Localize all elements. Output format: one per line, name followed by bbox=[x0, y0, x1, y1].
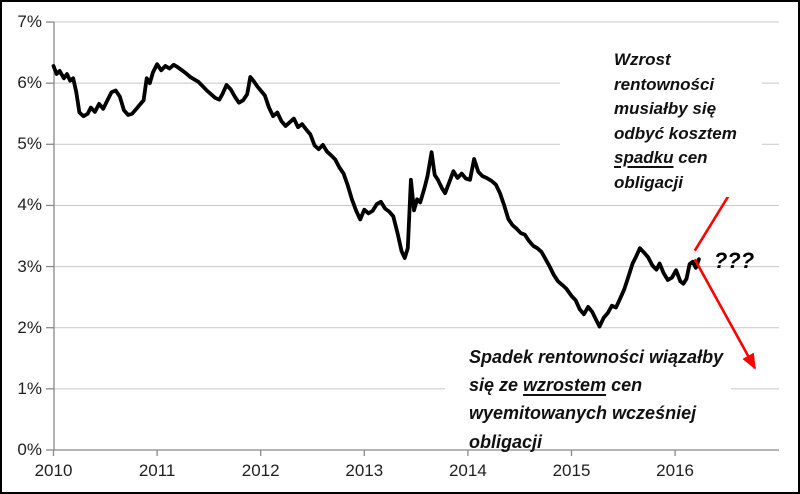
annotation-line: obligacji bbox=[614, 172, 683, 192]
x-axis-tick-label: 2010 bbox=[34, 461, 73, 480]
annotation-line: obligacji bbox=[469, 431, 543, 452]
annotation-line: wyemitowanych wcześniej bbox=[469, 403, 697, 424]
y-axis-tick-label: 7% bbox=[17, 12, 42, 32]
x-axis-tick-label: 2015 bbox=[552, 461, 591, 480]
y-axis-tick-label: 0% bbox=[17, 440, 42, 459]
y-axis-tick-label: 3% bbox=[17, 256, 42, 276]
x-axis-tick-label: 2013 bbox=[345, 461, 384, 480]
y-axis-tick-label: 2% bbox=[17, 317, 42, 337]
annotation-line-rest: cen bbox=[606, 375, 643, 396]
x-axis-tick-label: 2012 bbox=[241, 461, 280, 480]
y-axis-tick-label: 5% bbox=[17, 134, 42, 154]
y-axis-tick-label: 1% bbox=[17, 378, 42, 398]
arrow-down bbox=[693, 258, 757, 370]
annotation-line: musiałby się bbox=[614, 99, 717, 118]
annotation-line-rest: cen bbox=[673, 148, 708, 167]
annotation-yield-fall: Spadek rentowności wiązałby się ze wzros… bbox=[445, 341, 731, 452]
question-marks-label: ??? bbox=[713, 248, 755, 273]
yield-series-line bbox=[51, 62, 701, 329]
x-axis-tick-label: 2014 bbox=[448, 461, 487, 480]
annotation-yield-rise: Wzrost rentowności musiałby się odbyć ko… bbox=[560, 44, 762, 197]
x-axis-tick-label: 2016 bbox=[656, 461, 694, 480]
underlined-word: wzrostem bbox=[523, 375, 607, 396]
annotation-line: spadku cen bbox=[614, 146, 762, 171]
annotation-line: Wzrost bbox=[614, 50, 671, 69]
annotation-line: odbyć kosztem bbox=[614, 123, 737, 143]
underlined-word: spadku bbox=[614, 148, 674, 167]
annotation-line-pre: się ze bbox=[469, 375, 524, 396]
annotation-line: Spadek rentowności wiązałby bbox=[469, 347, 724, 367]
y-axis-tick-label: 4% bbox=[17, 195, 42, 215]
annotation-line: się ze wzrostem cen bbox=[469, 371, 731, 399]
y-axis-tick-label: 6% bbox=[17, 73, 42, 93]
x-axis-tick-label: 2011 bbox=[138, 461, 176, 480]
annotation-line: rentowności bbox=[614, 74, 715, 94]
